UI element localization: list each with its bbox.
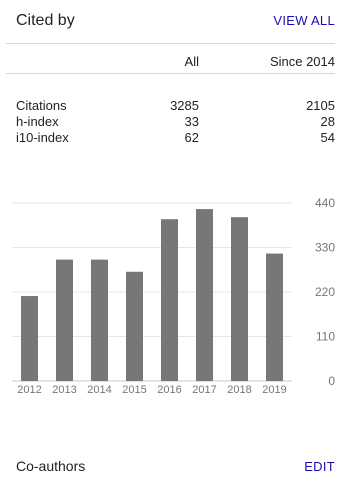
citations-label[interactable]: Citations bbox=[16, 98, 67, 113]
bar-2012[interactable] bbox=[21, 296, 38, 381]
i10-index-all: 62 bbox=[184, 130, 199, 145]
bar-2014[interactable] bbox=[91, 259, 108, 381]
x-tick-label: 2012 bbox=[17, 384, 41, 396]
i10-index-label[interactable]: i10-index bbox=[16, 130, 69, 145]
cited-by-header: Cited by VIEW ALL bbox=[16, 12, 335, 32]
table-row: i10-index 62 54 bbox=[16, 130, 335, 146]
y-tick-label: 330 bbox=[315, 241, 335, 255]
y-tick-label: 0 bbox=[328, 374, 335, 388]
citation-stats-table: All Since 2014 Citations 3285 2105 h-ind… bbox=[16, 54, 335, 146]
citations-all: 3285 bbox=[170, 98, 199, 113]
coauthors-title: Co-authors bbox=[16, 458, 86, 474]
table-row: h-index 33 28 bbox=[16, 114, 335, 130]
x-tick-label: 2015 bbox=[122, 384, 146, 396]
stats-col-since: Since 2014 bbox=[269, 54, 335, 69]
y-tick-label: 110 bbox=[316, 330, 335, 344]
x-tick-label: 2018 bbox=[227, 384, 251, 396]
header-divider bbox=[6, 43, 335, 44]
i10-index-since: 54 bbox=[320, 130, 335, 145]
x-tick-label: 2017 bbox=[192, 384, 216, 396]
bar-2016[interactable] bbox=[161, 219, 178, 381]
bar-2013[interactable] bbox=[56, 259, 73, 381]
x-tick-label: 2019 bbox=[262, 384, 286, 396]
bar-2019[interactable] bbox=[266, 253, 283, 381]
citations-since: 2105 bbox=[306, 98, 335, 113]
bar-2015[interactable] bbox=[126, 271, 143, 381]
stats-spacer bbox=[16, 70, 335, 98]
x-tick-label: 2014 bbox=[87, 384, 111, 396]
x-tick-label: 2016 bbox=[157, 384, 181, 396]
cited-by-title: Cited by bbox=[16, 12, 75, 29]
bar-2017[interactable] bbox=[196, 209, 213, 381]
h-index-since: 28 bbox=[320, 114, 335, 129]
h-index-label[interactable]: h-index bbox=[16, 114, 59, 129]
stats-col-label bbox=[16, 54, 126, 70]
y-tick-label: 440 bbox=[315, 196, 335, 210]
view-all-button[interactable]: VIEW ALL bbox=[273, 13, 335, 28]
stats-header-row: All Since 2014 bbox=[16, 54, 335, 70]
x-tick-label: 2013 bbox=[52, 384, 76, 396]
edit-coauthors-button[interactable]: EDIT bbox=[304, 459, 335, 474]
bar-2018[interactable] bbox=[231, 217, 248, 381]
citations-per-year-chart: 0 110 220 330 440 2012 2013 2014 2015 2016 2017 201… bbox=[12, 196, 335, 396]
stats-header-divider bbox=[6, 73, 335, 74]
y-tick-label: 220 bbox=[315, 285, 335, 299]
h-index-all: 33 bbox=[184, 114, 199, 129]
stats-col-all: All bbox=[184, 54, 199, 69]
table-row: Citations 3285 2105 bbox=[16, 98, 335, 114]
